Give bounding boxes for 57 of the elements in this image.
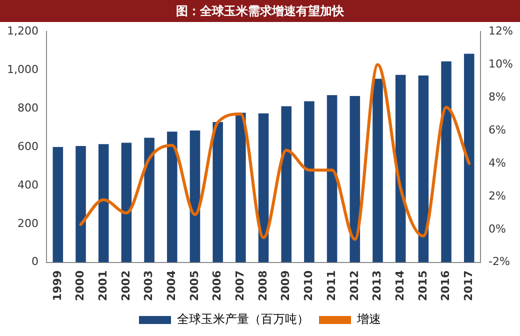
bar (121, 142, 132, 262)
bar (190, 130, 200, 262)
x-tick-label: 2007 (234, 270, 247, 302)
x-tick-label: 2002 (119, 270, 132, 302)
bar (98, 144, 109, 262)
x-tick-label: 2005 (188, 270, 201, 302)
bar (212, 122, 223, 262)
x-tick-label: 2011 (324, 270, 338, 302)
x-tick-label: 2014 (393, 270, 406, 302)
y2-tick-label: 2% (488, 189, 506, 202)
y2-tick-label: 0% (488, 222, 506, 236)
x-tick-label: 2000 (74, 270, 87, 302)
bar (464, 54, 474, 262)
y-tick-label: 600 (17, 140, 38, 153)
bar (441, 61, 452, 262)
y2-tick-label: 6% (488, 123, 506, 136)
x-tick-label: 2017 (462, 270, 475, 302)
x-tick-label: 2010 (302, 270, 316, 302)
bar (76, 146, 86, 262)
bar (326, 95, 338, 262)
bar (304, 101, 314, 262)
bar (258, 113, 269, 262)
bar (418, 75, 429, 262)
y2-tick-label: -2% (488, 255, 510, 268)
y2-tick-label: 8% (488, 90, 506, 104)
y-tick-label: 400 (17, 178, 38, 192)
y-tick-label: 200 (17, 216, 38, 230)
y2-tick-label: 10% (488, 57, 514, 70)
chart-title: 图：全球玉米需求增速有望加快 (0, 0, 520, 22)
bar (52, 146, 64, 262)
x-tick-label: 1999 (50, 270, 64, 302)
y-tick-label: 1,000 (6, 62, 38, 76)
y-tick-label: 1,200 (6, 24, 38, 38)
y-tick-label: 800 (17, 101, 38, 114)
legend-label: 增速 (356, 312, 381, 326)
x-tick-label: 2009 (279, 270, 292, 302)
bar (167, 132, 178, 262)
y-tick-label: 0 (31, 255, 38, 268)
line-series (79, 63, 471, 241)
bar (281, 106, 292, 262)
x-tick-label: 2016 (439, 270, 452, 302)
bar (236, 112, 246, 262)
x-tick-label: 2012 (348, 270, 361, 302)
legend-label: 全球玉米产量（百万吨） (177, 312, 309, 326)
x-tick-label: 2003 (142, 270, 156, 302)
x-tick-label: 2013 (370, 270, 384, 302)
y2-tick-label: 4% (488, 156, 506, 170)
x-tick-label: 2006 (210, 270, 224, 302)
bar (144, 138, 154, 262)
x-tick-label: 2015 (416, 270, 430, 302)
y2-tick-label: 12% (488, 24, 514, 38)
bar (395, 74, 406, 262)
bar (372, 78, 383, 262)
x-tick-label: 2008 (256, 270, 270, 302)
x-tick-label: 2004 (165, 270, 178, 302)
x-tick-label: 2001 (96, 270, 110, 302)
bar (350, 96, 360, 262)
